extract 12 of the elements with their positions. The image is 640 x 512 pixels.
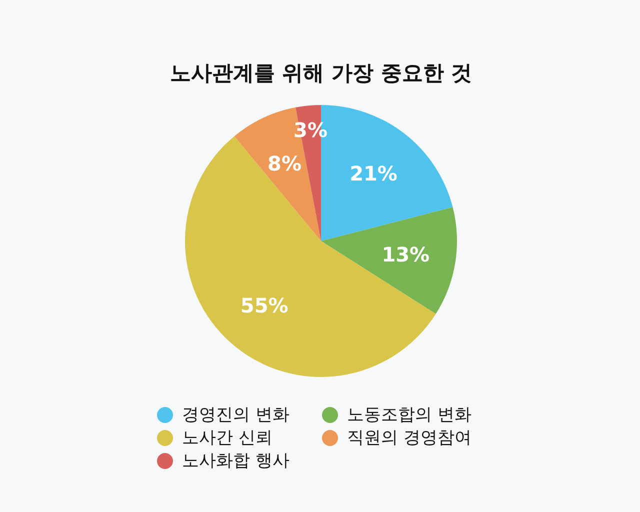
data-label: 8% — [268, 151, 302, 176]
data-label: 21% — [350, 161, 398, 186]
chart-title: 노사관계를 위해 가장 중요한 것 — [170, 61, 472, 85]
legend-label: 노사화합 행사 — [182, 451, 290, 471]
data-label: 55% — [240, 293, 288, 318]
legend-label: 노동조합의 변화 — [347, 405, 472, 425]
pie-slice — [321, 207, 457, 314]
legend-label: 노사간 신뢰 — [182, 428, 272, 448]
data-label: 13% — [382, 242, 430, 266]
legend-label: 경영진의 변화 — [182, 405, 290, 425]
legend-label: 직원의 경영참여 — [347, 428, 472, 448]
pie-slice — [185, 136, 436, 377]
